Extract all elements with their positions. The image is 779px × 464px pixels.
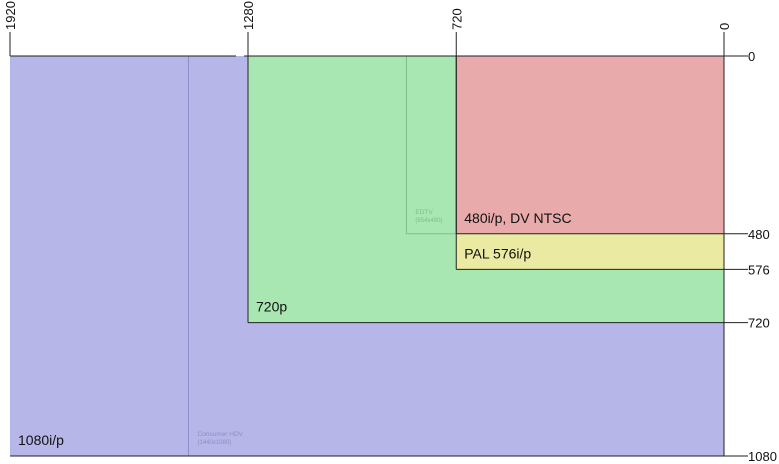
- right-axis-label-480: 480: [748, 227, 770, 242]
- right-axis-label-0: 0: [748, 49, 755, 64]
- minor-hdv-label: Consumer HDV: [198, 431, 244, 438]
- region-r480-area: [456, 56, 724, 234]
- minor-edtv-label: EDTV: [415, 209, 433, 216]
- top-axis-label-0: 0: [717, 23, 732, 30]
- top-axis-label-1280: 1280: [241, 1, 256, 30]
- top-axis-label-1920: 1920: [3, 1, 18, 30]
- right-axis-label-1080: 1080: [748, 449, 777, 464]
- minor-edtv-sublabel: (854x480): [415, 218, 442, 224]
- minor-hdv-sublabel: (1440x1080): [198, 440, 232, 446]
- region-r480-label: 480i/p, DV NTSC: [464, 210, 571, 226]
- right-axis-label-576: 576: [748, 262, 770, 277]
- region-r576-label: PAL 576i/p: [464, 245, 531, 261]
- top-axis-label-720: 720: [449, 8, 464, 30]
- region-r720-label: 720p: [256, 299, 287, 315]
- region-r1080-label: 1080i/p: [18, 432, 64, 448]
- right-axis-label-720: 720: [748, 316, 770, 331]
